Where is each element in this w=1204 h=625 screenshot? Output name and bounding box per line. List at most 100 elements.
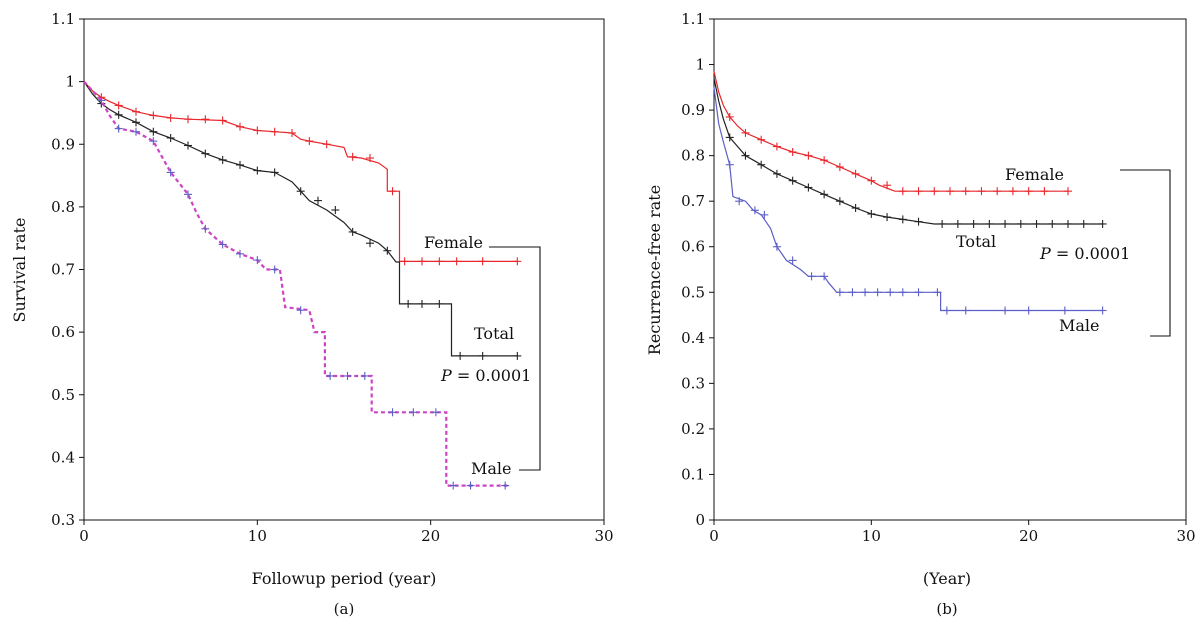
censor-mark xyxy=(1032,219,1041,228)
censor-mark xyxy=(184,190,192,199)
y-tick-label: 0.3 xyxy=(681,374,705,392)
y-tick-label: 0.8 xyxy=(681,147,705,165)
x-tick-label: 10 xyxy=(862,527,881,545)
censor-mark xyxy=(513,257,522,266)
censor-mark xyxy=(435,257,444,266)
series-label-total: Total xyxy=(956,232,996,251)
censor-mark xyxy=(184,141,192,150)
p-value-label: P = 0.0001 xyxy=(1039,244,1130,263)
y-axis-title: Recurrence-free rate xyxy=(645,185,664,355)
censor-mark xyxy=(788,256,797,265)
censor-mark xyxy=(1079,219,1088,228)
censor-mark xyxy=(331,206,340,215)
censor-mark xyxy=(961,187,970,196)
censor-mark xyxy=(383,246,392,255)
censor-mark xyxy=(166,133,175,142)
censor-mark xyxy=(305,137,314,146)
censor-mark xyxy=(1060,306,1069,315)
censor-mark xyxy=(1064,219,1072,228)
censor-mark xyxy=(1024,187,1033,196)
series-female xyxy=(713,71,1072,196)
series-line-total xyxy=(713,78,1103,225)
significance-bracket xyxy=(489,246,541,471)
censor-mark xyxy=(757,160,766,169)
censor-mark xyxy=(132,127,140,136)
censor-mark xyxy=(404,299,413,308)
series-total xyxy=(713,78,1107,228)
censor-mark xyxy=(501,481,510,490)
censor-mark xyxy=(253,126,262,135)
censor-mark xyxy=(835,288,844,297)
censor-mark xyxy=(449,481,458,490)
censor-mark xyxy=(788,147,797,156)
series-male xyxy=(713,87,1107,315)
censor-mark xyxy=(946,187,954,196)
series-line-male xyxy=(713,87,1103,312)
series-label-female: Female xyxy=(424,233,483,252)
censor-mark xyxy=(348,152,357,161)
censor-mark xyxy=(820,272,829,281)
censor-mark xyxy=(388,187,397,196)
series-total xyxy=(83,81,522,360)
censor-mark xyxy=(201,224,210,233)
censor-mark xyxy=(97,96,106,105)
significance-bracket xyxy=(1120,169,1171,337)
p-value-label: P = 0.0001 xyxy=(440,366,531,385)
censor-mark xyxy=(788,176,797,185)
censor-mark xyxy=(953,219,962,228)
censor-mark xyxy=(288,128,296,137)
censor-mark xyxy=(725,112,734,121)
censor-mark xyxy=(930,187,939,196)
censor-mark xyxy=(933,288,942,297)
y-tick-label: 0.5 xyxy=(51,386,75,404)
y-tick-label: 0.4 xyxy=(51,448,75,466)
censor-mark xyxy=(898,187,907,196)
censor-mark xyxy=(760,210,769,219)
censor-mark xyxy=(236,122,244,131)
censor-mark xyxy=(431,408,440,417)
censor-mark xyxy=(851,169,860,178)
censor-mark xyxy=(741,151,750,160)
censor-mark xyxy=(725,133,734,142)
censor-mark xyxy=(772,142,781,151)
x-tick-label: 30 xyxy=(594,527,613,545)
p-value-text: = 0.0001 xyxy=(1051,244,1131,263)
censor-mark xyxy=(1048,219,1057,228)
x-tick-label: 20 xyxy=(421,527,440,545)
censor-mark xyxy=(400,257,409,266)
plot-frame xyxy=(83,18,605,521)
panel-label: (a) xyxy=(334,600,355,618)
censor-mark xyxy=(804,183,813,192)
censor-mark xyxy=(348,227,357,236)
y-tick-label: 1.1 xyxy=(681,10,705,28)
censor-mark xyxy=(873,288,882,297)
censor-mark xyxy=(820,190,829,199)
y-tick-label: 0.4 xyxy=(681,329,705,347)
y-tick-label: 0.3 xyxy=(51,511,75,529)
censor-mark xyxy=(114,110,123,119)
series-label-male: Male xyxy=(471,459,512,478)
y-tick-label: 1.1 xyxy=(51,10,75,28)
censor-mark xyxy=(867,209,876,218)
censor-mark xyxy=(914,187,923,196)
censor-mark xyxy=(236,160,244,169)
y-tick-label: 1 xyxy=(695,56,705,74)
x-axis-title: Followup period (year) xyxy=(252,569,437,588)
censor-mark xyxy=(772,169,781,178)
censor-mark xyxy=(1040,187,1049,196)
p-symbol: P xyxy=(1039,244,1051,263)
censor-mark xyxy=(1098,306,1107,315)
censor-mark xyxy=(314,196,322,205)
censor-mark xyxy=(1008,187,1017,196)
censor-mark xyxy=(886,288,895,297)
censor-mark xyxy=(478,351,487,360)
censor-mark xyxy=(1098,219,1107,228)
censor-mark xyxy=(757,135,766,144)
censor-mark xyxy=(478,257,487,266)
censor-mark xyxy=(435,299,444,308)
censor-mark xyxy=(1064,187,1072,196)
censor-mark xyxy=(513,351,522,360)
censor-mark xyxy=(149,127,158,136)
